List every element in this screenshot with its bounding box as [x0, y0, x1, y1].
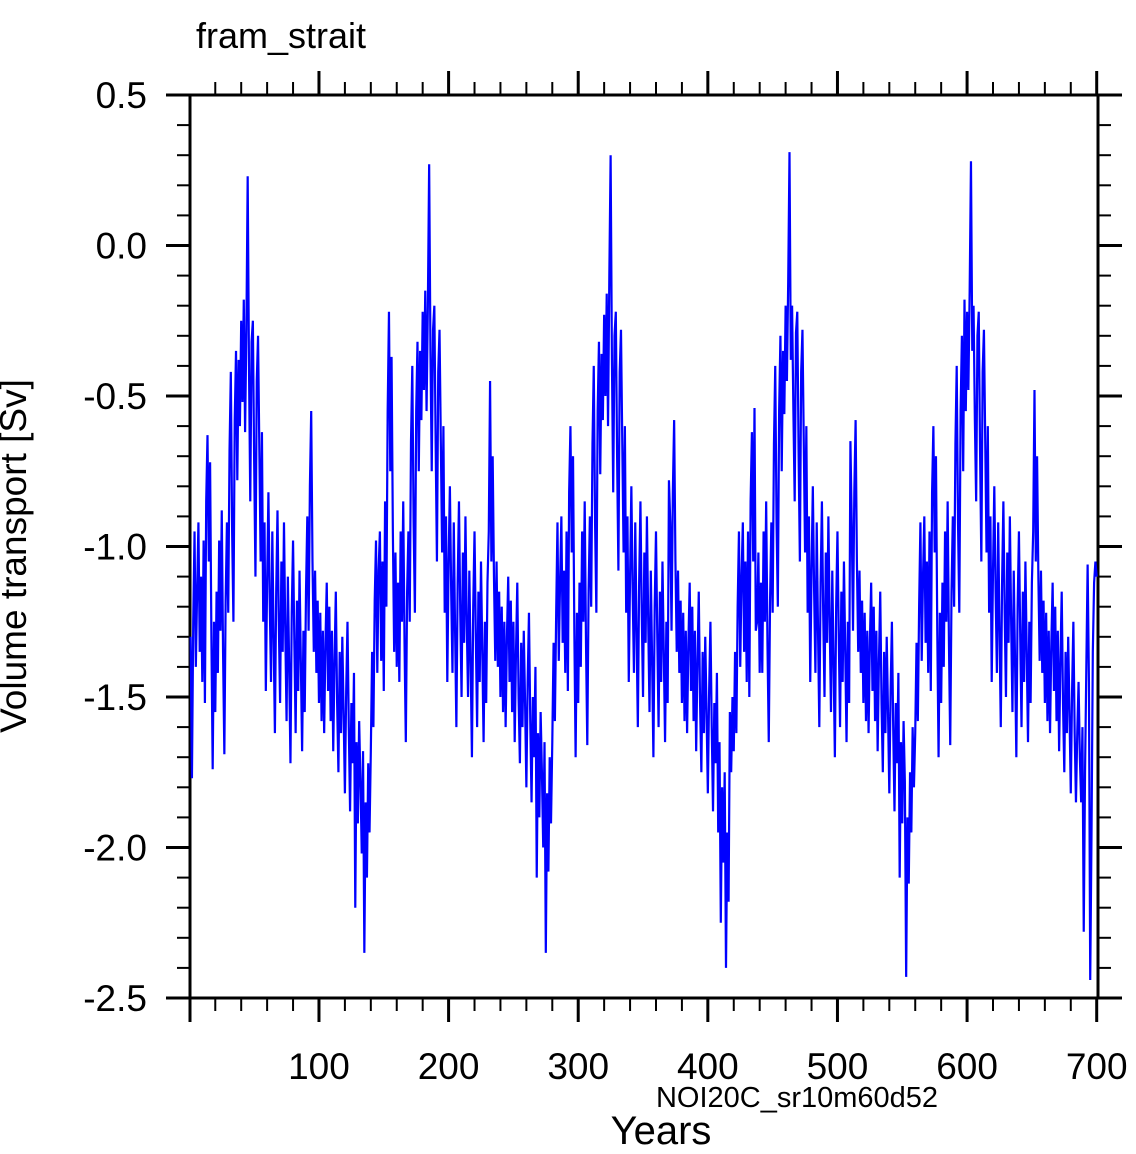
- x-tick-label: 400: [677, 1046, 739, 1087]
- x-tick-label: 300: [547, 1046, 609, 1087]
- x-axis-tick-labels: 100 200 300 400 500 600 700: [288, 1046, 1127, 1087]
- x-tick-label: 200: [418, 1046, 480, 1087]
- y-tick-label: -2.0: [83, 828, 147, 869]
- x-tick-label: 700: [1066, 1046, 1128, 1087]
- y-tick-label: 0.0: [96, 226, 147, 267]
- series-line-fram-strait: [189, 152, 1098, 980]
- y-tick-label: -1.0: [83, 527, 147, 568]
- y-tick-label: 0.5: [96, 75, 147, 116]
- y-tick-label: -1.5: [83, 677, 147, 718]
- axis-ticks: [166, 71, 1122, 1022]
- chart-title: fram_strait: [196, 15, 366, 56]
- x-axis-label: Years: [611, 1109, 712, 1149]
- y-axis-label: Volume transport [Sv]: [0, 379, 34, 733]
- y-tick-label: -0.5: [83, 376, 147, 417]
- y-tick-label: -2.5: [83, 978, 147, 1019]
- plot-frame: [188, 93, 1100, 1000]
- x-tick-label: 500: [807, 1046, 869, 1087]
- y-axis-tick-labels: 0.5 0.0 -0.5 -1.0 -1.5 -2.0 -2.5: [83, 75, 147, 1019]
- x-tick-label: 600: [936, 1046, 998, 1087]
- run-id-annotation: NOI20C_sr10m60d52: [656, 1082, 938, 1114]
- x-tick-label: 100: [288, 1046, 350, 1087]
